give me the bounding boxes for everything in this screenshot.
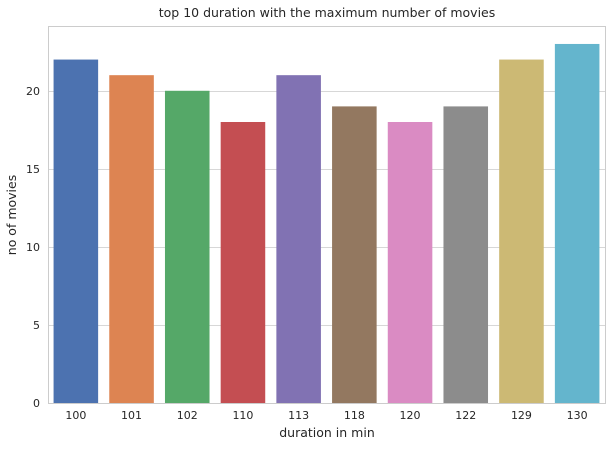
bar-122 — [443, 106, 489, 403]
x-tick-labels: 100 101 102 110 113 118 120 122 129 130 — [65, 409, 587, 422]
x-tick-label: 130 — [567, 409, 588, 422]
y-tick-label: 0 — [33, 397, 40, 410]
x-tick-label: 113 — [288, 409, 309, 422]
bar-130 — [554, 43, 600, 403]
x-tick-label: 100 — [65, 409, 86, 422]
y-tick-label: 5 — [33, 319, 40, 332]
bar-110 — [220, 122, 266, 403]
x-tick-label: 120 — [400, 409, 421, 422]
x-tick-label: 122 — [455, 409, 476, 422]
bars — [53, 43, 600, 404]
bar-102 — [164, 90, 210, 404]
y-tick-label: 20 — [26, 85, 40, 98]
x-tick-label: 110 — [232, 409, 253, 422]
x-tick-label: 129 — [511, 409, 532, 422]
bar-113 — [276, 75, 321, 403]
bar-129 — [499, 59, 544, 404]
y-axis-label: no of movies — [4, 175, 19, 255]
chart-title: top 10 duration with the maximum number … — [159, 5, 496, 20]
plot-frame — [48, 26, 606, 404]
y-tick-label: 10 — [26, 241, 40, 254]
x-tick-label: 118 — [344, 409, 365, 422]
y-tick-label: 15 — [26, 163, 40, 176]
x-tick-label: 102 — [177, 409, 198, 422]
x-tick-label: 101 — [121, 409, 142, 422]
y-tick-labels: 0 5 10 15 20 — [26, 85, 40, 410]
bar-120 — [387, 122, 433, 403]
x-axis-label: duration in min — [279, 425, 375, 440]
bar-101 — [109, 75, 154, 403]
bar-118 — [332, 106, 377, 403]
bar-100 — [53, 59, 99, 404]
